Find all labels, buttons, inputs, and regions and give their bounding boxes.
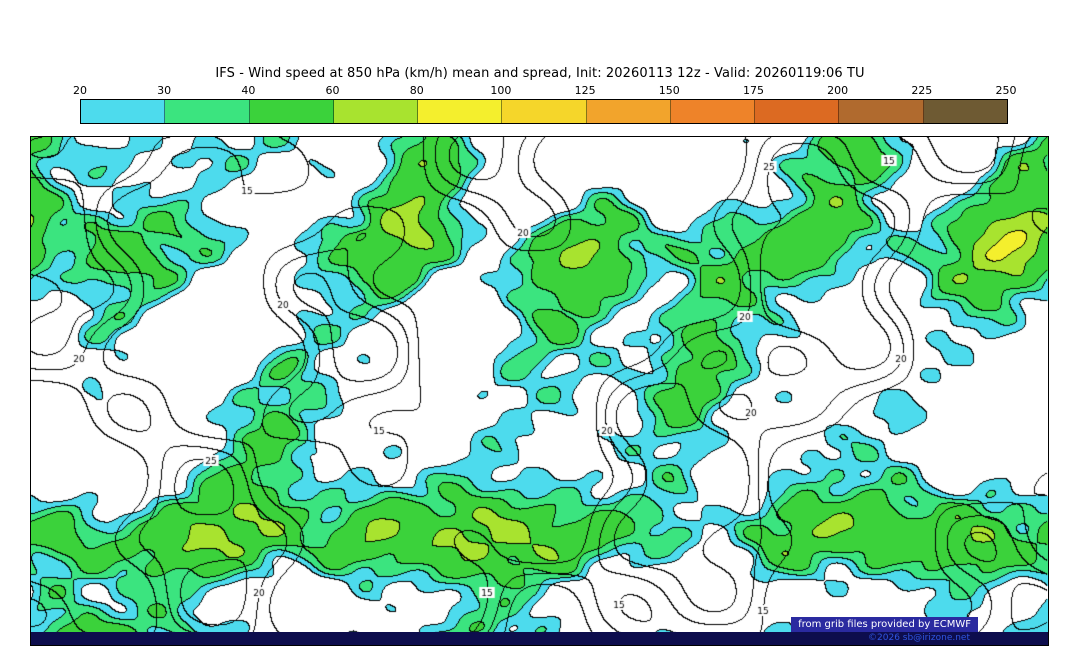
copyright-text: ©2026 sb@irizone.net	[868, 633, 970, 643]
colorbar	[80, 99, 1008, 124]
colorbar-tick-label: 200	[827, 84, 849, 97]
colorbar-segment	[249, 100, 334, 123]
data-source-credit: from grib files provided by ECMWF	[791, 617, 978, 632]
colorbar-tick-label: 175	[742, 84, 764, 97]
colorbar-tick-label: 150	[658, 84, 680, 97]
colorbar-ticks: 20 30 40 60 80 100 125 150 175 200 225 250	[73, 84, 1017, 97]
colorbar-segment	[923, 100, 1007, 123]
colorbar-tick-label: 100	[490, 84, 512, 97]
colorbar-segment	[755, 100, 840, 123]
colorbar-segment	[333, 100, 419, 123]
wind-map: ©2026 sb@irizone.net from grib files pro…	[30, 136, 1049, 646]
colorbar-tick-label: 225	[911, 84, 933, 97]
colorbar-segment	[839, 100, 924, 123]
colorbar-tick-label: 60	[325, 84, 340, 97]
colorbar-tick-label: 30	[157, 84, 172, 97]
colorbar-tick-label: 80	[409, 84, 424, 97]
colorbar-tick-label: 20	[73, 84, 87, 97]
colorbar-segment	[586, 100, 671, 123]
colorbar-segment	[81, 100, 166, 123]
colorbar-tick-label: 125	[574, 84, 596, 97]
colorbar-tick-label: 40	[241, 84, 256, 97]
bottom-strip: ©2026 sb@irizone.net	[31, 632, 1048, 645]
colorbar-segment	[670, 100, 756, 123]
colorbar-segment	[502, 100, 587, 123]
wind-map-canvas	[31, 137, 1048, 645]
colorbar-segment	[418, 100, 503, 123]
colorbar-tick-label: 250	[995, 84, 1017, 97]
colorbar-segment	[165, 100, 250, 123]
chart-title: IFS - Wind speed at 850 hPa (km/h) mean …	[215, 66, 865, 81]
